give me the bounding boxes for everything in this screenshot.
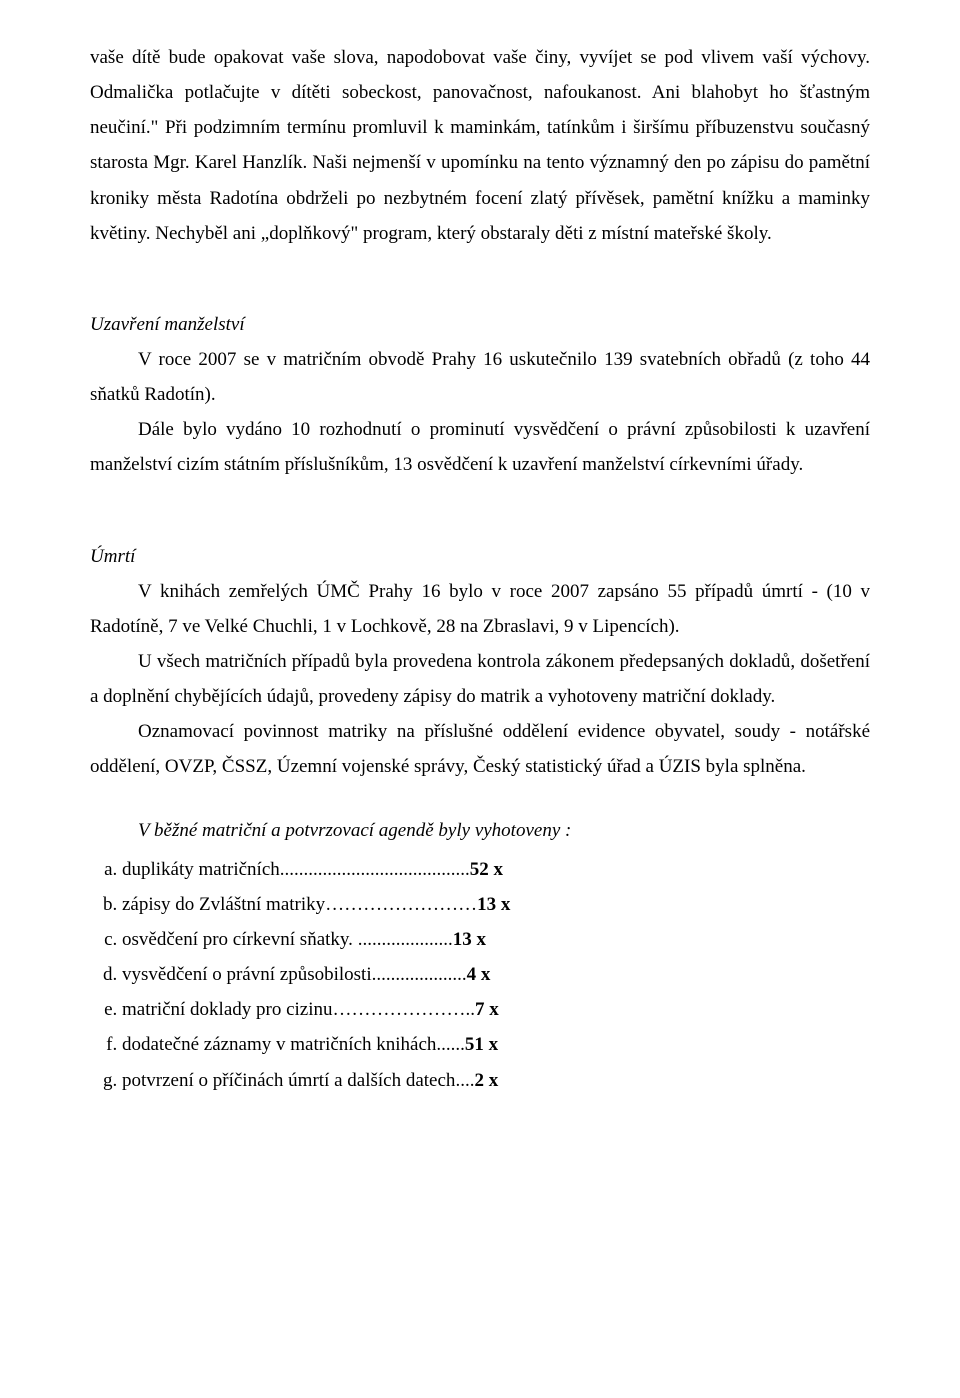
agenda-item: duplikáty matričních....................… xyxy=(122,852,870,887)
agenda-count: 51 x xyxy=(465,1034,498,1055)
agenda-fill: ………………….. xyxy=(333,999,476,1020)
paragraph-death-1: V knihách zemřelých ÚMČ Prahy 16 bylo v … xyxy=(90,574,870,644)
agenda-fill: .................... xyxy=(372,964,467,985)
paragraph-death-3: Oznamovací povinnost matriky na příslušn… xyxy=(90,714,870,784)
paragraph-intro: vaše dítě bude opakovat vaše slova, napo… xyxy=(90,40,870,251)
agenda-item: matriční doklady pro cizinu…………………..7 x xyxy=(122,992,870,1027)
agenda-label: potvrzení o příčinách úmrtí a dalších da… xyxy=(122,1070,455,1091)
agenda-count: 4 x xyxy=(467,964,491,985)
agenda-label: matriční doklady pro cizinu xyxy=(122,999,333,1020)
agenda-label: zápisy do Zvláštní matriky xyxy=(122,894,325,915)
agenda-count: 52 x xyxy=(470,859,503,880)
agenda-item: dodatečné záznamy v matričních knihách..… xyxy=(122,1027,870,1062)
heading-marriage: Uzavření manželství xyxy=(90,307,870,342)
heading-agenda: V běžné matriční a potvrzovací agendě by… xyxy=(90,813,870,848)
agenda-fill: .................... xyxy=(353,929,453,950)
agenda-item: osvědčení pro církevní sňatky. .........… xyxy=(122,922,870,957)
agenda-count: 13 x xyxy=(477,894,510,915)
agenda-item: potvrzení o příčinách úmrtí a dalších da… xyxy=(122,1063,870,1098)
agenda-label: osvědčení pro církevní sňatky. xyxy=(122,929,353,950)
agenda-count: 2 x xyxy=(474,1070,498,1091)
agenda-item: zápisy do Zvláštní matriky……………………13 x xyxy=(122,887,870,922)
agenda-count: 7 x xyxy=(475,999,499,1020)
agenda-item: vysvědčení o právní způsobilosti........… xyxy=(122,957,870,992)
agenda-fill: …………………… xyxy=(325,894,477,915)
agenda-fill: .... xyxy=(455,1070,474,1091)
agenda-label: vysvědčení o právní způsobilosti xyxy=(122,964,372,985)
agenda-fill: ...... xyxy=(436,1034,465,1055)
agenda-count: 13 x xyxy=(453,929,486,950)
paragraph-marriage-1: V roce 2007 se v matričním obvodě Prahy … xyxy=(90,342,870,412)
agenda-label: dodatečné záznamy v matričních knihách xyxy=(122,1034,436,1055)
paragraph-marriage-2: Dále bylo vydáno 10 rozhodnutí o prominu… xyxy=(90,412,870,482)
paragraph-death-2: U všech matričních případů byla proveden… xyxy=(90,644,870,714)
agenda-label: duplikáty matričních xyxy=(122,859,280,880)
agenda-fill: ........................................ xyxy=(280,859,470,880)
heading-death: Úmrtí xyxy=(90,539,870,574)
agenda-list: duplikáty matričních....................… xyxy=(90,852,870,1098)
